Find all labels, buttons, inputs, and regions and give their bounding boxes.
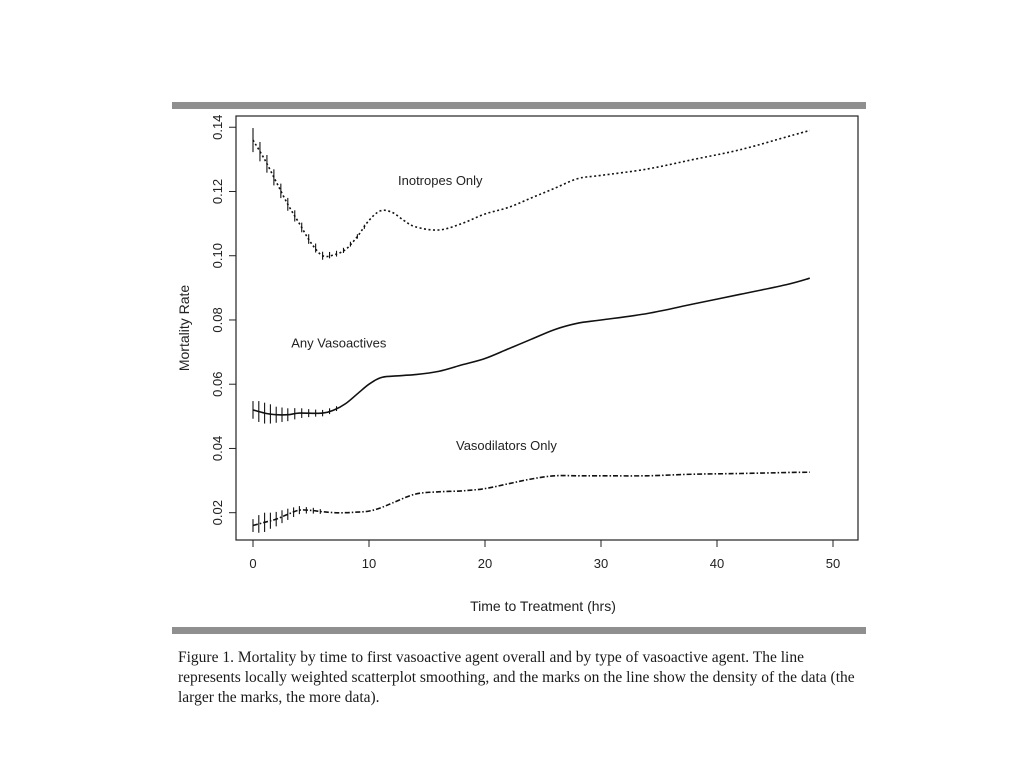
y-tick-label: 0.12: [210, 179, 225, 204]
series-label-vasodilators-only: Vasodilators Only: [456, 438, 557, 453]
y-tick-label: 0.02: [210, 500, 225, 525]
figure-caption: Figure 1. Mortality by time to first vas…: [178, 649, 855, 706]
series-line-vasodilators-only: [252, 471, 810, 527]
x-tick-label: 40: [710, 556, 724, 571]
bottom-rule: [172, 627, 866, 634]
x-axis-label: Time to Treatment (hrs): [470, 598, 616, 614]
x-tick-label: 20: [478, 556, 492, 571]
top-rule: [172, 102, 866, 109]
y-tick-label: 0.04: [210, 436, 225, 461]
x-tick-label: 50: [826, 556, 840, 571]
series-label-any-vasoactives: Any Vasoactives: [291, 335, 387, 350]
series-line-inotropes-only: [252, 129, 810, 258]
y-tick-label: 0.08: [210, 307, 225, 332]
y-tick-label: 0.14: [210, 115, 225, 140]
y-tick-label: 0.06: [210, 372, 225, 397]
plot-frame: [235, 115, 859, 541]
x-tick-label: 0: [249, 556, 256, 571]
series-label-inotropes-only: Inotropes Only: [398, 173, 483, 188]
chart: 0 10 20 30 40 50 0.02 0.04 0.06 0.08 0.10 0.12 0.14 T…: [176, 115, 859, 614]
x-tick-label: 30: [594, 556, 608, 571]
y-axis-label: Mortality Rate: [176, 285, 192, 372]
x-tick-label: 10: [362, 556, 376, 571]
series-line-any-vasoactives: [252, 277, 811, 416]
y-tick-label: 0.10: [210, 243, 225, 268]
